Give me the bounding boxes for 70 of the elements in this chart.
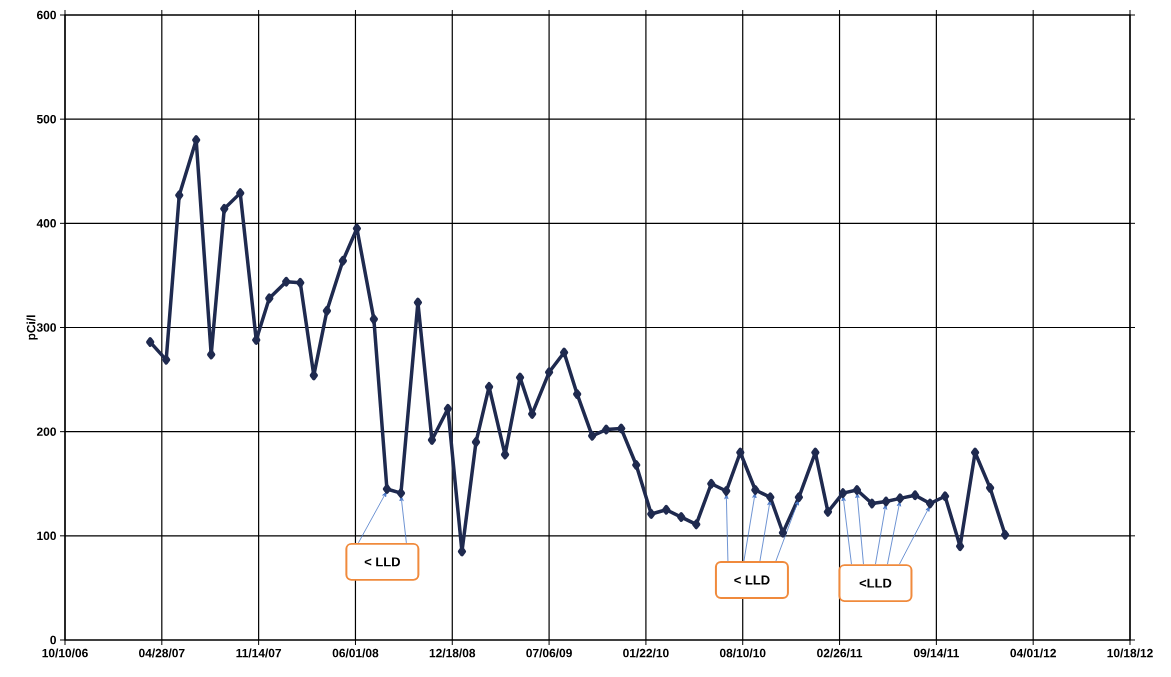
x-tick-label: 10/10/06 [42,648,88,658]
point [369,314,378,325]
point [427,435,437,445]
annotation: < LLD [364,557,400,567]
point [1000,529,1010,540]
point [602,424,611,435]
x-tick-label: 12/18/08 [429,648,476,658]
point [722,486,731,496]
x-tick-label: 09/14/11 [913,648,959,658]
point [236,188,245,199]
annotation: <LLD [859,578,892,588]
x-tick-label: 02/26/11 [817,648,863,658]
point [338,255,348,266]
x-tick-label: 06/01/08 [332,648,379,658]
point [382,484,392,494]
point [617,423,626,434]
point [895,493,905,504]
point [794,492,804,503]
point [146,337,155,348]
point [910,490,920,501]
x-tick-label: 08/10/10 [719,648,766,658]
point [175,190,184,201]
point [766,492,775,503]
point [252,335,261,345]
point [471,437,481,448]
point [692,519,701,530]
y-tick-label: 100 [37,531,56,541]
point [751,485,760,495]
point [573,389,582,400]
y-tick-label: 200 [36,427,56,436]
x-tick-label: 11/14/07 [236,648,282,658]
point [282,276,291,287]
point [544,367,554,378]
x-tick-label: 10/18/12 [1107,648,1153,658]
y-tick-label: 300 [36,323,56,332]
point [647,509,656,519]
point [265,293,274,304]
point [220,203,229,214]
point [192,135,201,145]
point [588,430,597,441]
point [322,305,332,316]
y-tick-label: 400 [36,219,56,228]
point [559,347,569,358]
y-tick-label: 0 [50,635,56,645]
annotation: < LLD [734,575,770,585]
y-tick-label: 600 [36,10,56,20]
point [396,488,406,499]
point [677,512,686,523]
point [207,349,216,360]
point [881,496,891,507]
x-tick-label: 01/22/10 [623,648,669,658]
point [940,491,950,502]
point [985,482,995,493]
y-tick-label: 500 [36,114,56,124]
y-axis-title: pCi/l [26,315,38,340]
point [925,498,935,509]
point [852,485,862,495]
x-tick-label: 04/01/12 [1010,648,1056,658]
point [823,506,833,517]
point [838,488,848,499]
point [867,498,877,509]
x-tick-label: 04/28/07 [139,648,185,658]
point [632,460,641,470]
point [707,478,716,489]
point [662,504,671,515]
x-tick-label: 07/06/09 [526,648,572,658]
point [778,527,788,538]
point [736,447,745,458]
point [296,277,305,288]
point [162,354,171,365]
